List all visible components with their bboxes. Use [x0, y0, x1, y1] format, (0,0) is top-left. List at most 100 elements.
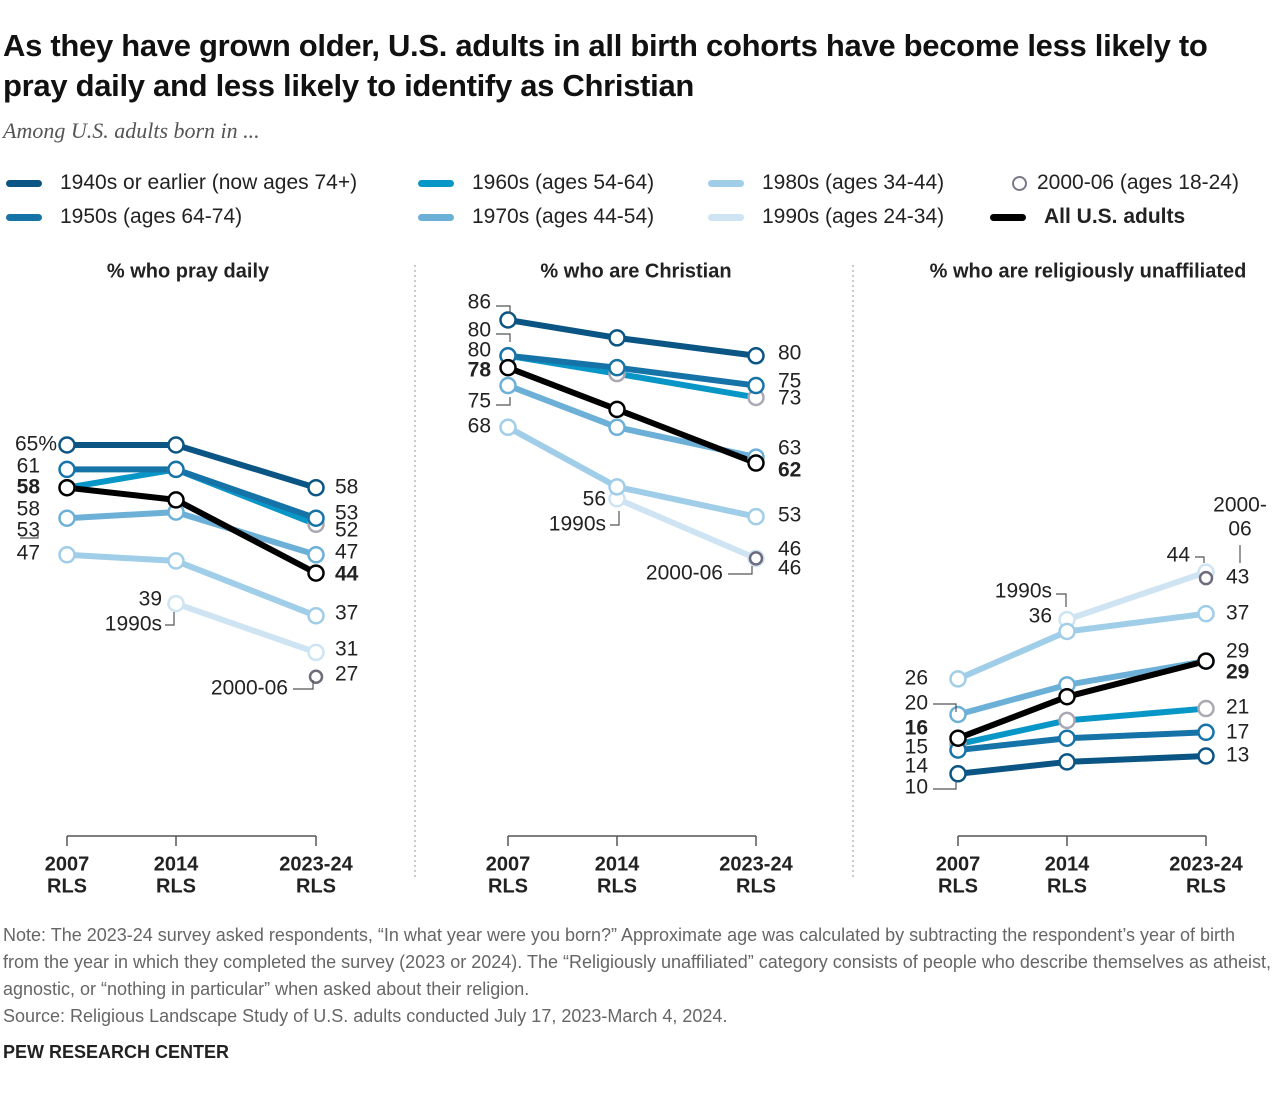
data-point — [499, 376, 517, 395]
legend-label: 1990s (ages 24-34) — [762, 205, 945, 228]
cohort-annotation: 2000-06 — [211, 677, 288, 700]
data-point — [58, 546, 76, 564]
x-tick-label: 2007 — [45, 853, 90, 875]
x-tick-label: RLS — [597, 875, 637, 897]
cohort-annotation: 1990s — [549, 513, 606, 536]
chart-subtitle: Among U.S. adults born in ... — [3, 118, 260, 143]
data-label: 31 — [335, 638, 358, 661]
source-text: Source: Religious Landscape Study of U.S… — [3, 1006, 728, 1026]
data-point — [949, 670, 967, 688]
data-point — [608, 400, 626, 419]
x-tick-label: RLS — [736, 875, 776, 897]
chart-title: As they have grown older, U.S. adults in… — [3, 28, 1208, 103]
data-label: 58 — [17, 498, 40, 521]
data-point — [608, 358, 626, 377]
data-point — [1197, 652, 1215, 670]
x-tick-label: 2023-24 — [719, 853, 793, 875]
panel-title: % who are Christian — [540, 260, 731, 282]
data-label: 80 — [778, 342, 801, 365]
data-point — [1197, 747, 1215, 765]
data-point — [307, 509, 325, 527]
data-label: 44 — [335, 563, 359, 586]
legend-label: 1980s (ages 34-44) — [762, 171, 945, 194]
data-point — [748, 551, 764, 566]
legend-item: 1980s (ages 34-44) — [708, 171, 944, 195]
data-label: 86 — [468, 291, 491, 314]
legend-item: 2000-06 (ages 18-24) — [1012, 171, 1239, 195]
legend-item: All U.S. adults — [990, 205, 1185, 229]
cohort-annotation: 1990s — [995, 580, 1052, 603]
leader-line — [496, 305, 511, 314]
data-label: 26 — [905, 667, 928, 690]
data-point — [1058, 753, 1076, 771]
legend-item: 1970s (ages 44-54) — [418, 205, 654, 229]
data-point — [167, 552, 185, 570]
legend-label: 2000-06 (ages 18-24) — [1037, 171, 1239, 194]
data-point — [58, 436, 76, 454]
leader-line — [610, 511, 620, 526]
series-line — [175, 600, 317, 656]
data-point — [608, 329, 626, 347]
data-point — [499, 358, 517, 377]
data-label: 37 — [335, 602, 358, 625]
data-point — [1197, 723, 1215, 742]
data-label: 52 — [335, 519, 358, 542]
panel-title: % who pray daily — [107, 260, 270, 282]
data-point — [307, 478, 325, 497]
data-point — [1058, 622, 1076, 641]
legend-item: 1950s (ages 64-74) — [6, 205, 242, 229]
data-label: 43 — [1226, 566, 1249, 589]
data-label: 78 — [468, 359, 492, 382]
x-tick-label: 2014 — [1045, 853, 1090, 875]
leader-line — [1056, 593, 1067, 607]
series-line — [615, 496, 758, 562]
series-line — [1066, 569, 1207, 623]
data-label: 58 — [335, 476, 358, 499]
x-tick-label: 2014 — [154, 853, 199, 875]
x-tick-label: 2007 — [486, 853, 531, 875]
data-point — [949, 729, 967, 747]
series-line — [956, 658, 1207, 742]
data-label: 65% — [15, 433, 57, 456]
data-point — [307, 564, 325, 582]
data-point — [608, 478, 626, 496]
legend-swatch — [6, 179, 42, 187]
data-point — [58, 460, 76, 479]
series-line — [66, 484, 318, 576]
data-point — [1197, 699, 1215, 718]
cohort-annotation: 2000-06 — [646, 562, 723, 585]
data-point — [499, 311, 517, 329]
data-label: 14 — [905, 755, 929, 778]
data-point — [747, 376, 765, 395]
leader-line — [293, 680, 314, 690]
data-point — [308, 669, 324, 685]
legend-label: 1950s (ages 64-74) — [60, 205, 243, 228]
legend-swatch — [708, 179, 744, 187]
leader-line — [728, 566, 753, 575]
note-text: Note: The 2023-24 survey asked responden… — [3, 925, 1271, 999]
data-point — [307, 546, 325, 564]
data-point — [167, 594, 185, 613]
data-point — [1058, 729, 1076, 747]
data-label: 16 — [905, 717, 928, 740]
data-label: 53 — [335, 502, 358, 525]
data-point — [747, 454, 765, 472]
data-label: 20 — [905, 692, 928, 715]
data-label: 46 — [778, 538, 801, 561]
x-tick-label: RLS — [938, 875, 978, 897]
legend-swatch — [418, 179, 454, 187]
data-label: 68 — [468, 415, 491, 438]
leader-line — [496, 333, 511, 342]
data-point — [949, 705, 967, 724]
x-tick-label: 2023-24 — [279, 853, 353, 875]
note-block: Note: The 2023-24 survey asked responden… — [3, 922, 1273, 1030]
data-label: 46 — [778, 557, 801, 580]
data-label: 17 — [1226, 721, 1249, 744]
cohort-annotation: 1990s — [105, 613, 162, 636]
series-line — [507, 317, 757, 359]
x-tick-label: RLS — [156, 875, 196, 897]
data-label: 53 — [778, 504, 801, 527]
data-point — [58, 509, 76, 527]
legend-label: 1960s (ages 54-64) — [472, 171, 655, 194]
